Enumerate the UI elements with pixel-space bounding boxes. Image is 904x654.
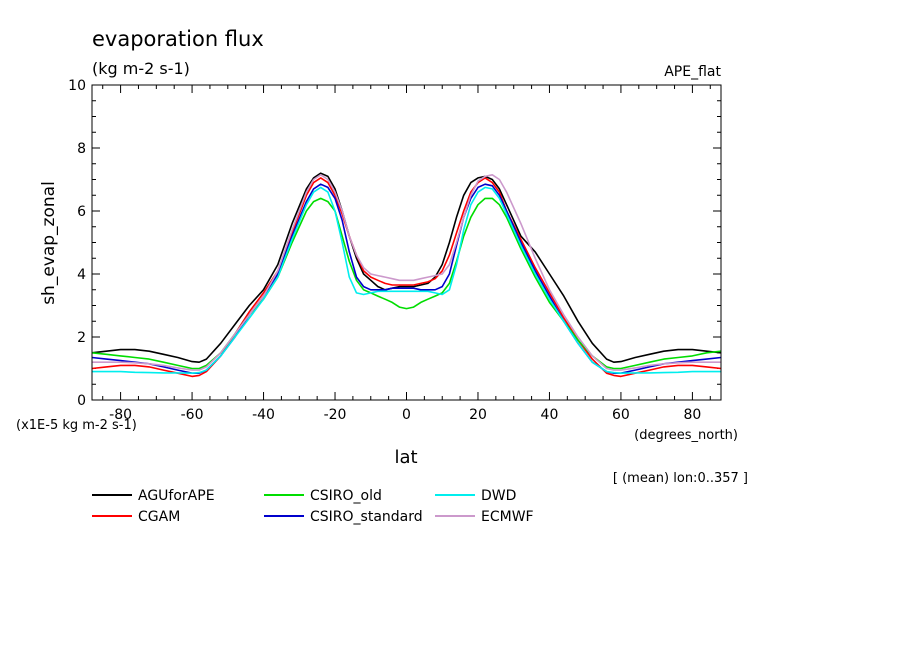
x-units-label: (degrees_north) — [634, 428, 738, 443]
series-line-CSIRO_standard — [91, 183, 722, 375]
x-tick-label: 80 — [683, 407, 701, 423]
legend-item: CSIRO_old — [264, 488, 382, 504]
series-line-AGUforAPE — [91, 172, 722, 364]
chart-title: evaporation flux — [92, 27, 264, 51]
series-line-DWD — [92, 186, 721, 375]
y-tick-label: 8 — [77, 141, 86, 157]
x-tick-label: -40 — [252, 407, 275, 423]
legend-item: CGAM — [92, 509, 180, 525]
x-tick-label: 40 — [541, 407, 559, 423]
legend-item: CSIRO_standard — [264, 509, 423, 525]
y-axis-label: sh_evap_zonal — [39, 181, 59, 305]
x-tick-label: -20 — [324, 407, 347, 423]
x-tick-label: 60 — [612, 407, 630, 423]
legend-label: CSIRO_standard — [310, 509, 423, 525]
legend-item: AGUforAPE — [92, 488, 215, 504]
y-tick-label: 4 — [77, 267, 86, 283]
legend-label: CGAM — [138, 509, 180, 525]
dataset-label: APE_flat — [664, 64, 721, 80]
x-tick-label: -80 — [109, 407, 132, 423]
legend-label: CSIRO_old — [310, 488, 382, 504]
x-tick-label: -60 — [181, 407, 204, 423]
axes: -80 -60 -40 -20 0 20 40 60 80 0 2 4 6 8 10 — [68, 78, 721, 423]
y-tick-label: 0 — [77, 393, 86, 409]
series-line-ECMWF — [92, 174, 721, 371]
legend-item: DWD — [435, 488, 516, 504]
y-tick-label: 6 — [77, 204, 86, 220]
x-tick-label: 20 — [469, 407, 487, 423]
legend-label: ECMWF — [481, 509, 534, 525]
y-tick-label: 2 — [77, 330, 86, 346]
y-scale-note: (x1E-5 kg m-2 s-1) — [16, 418, 137, 433]
legend: AGUforAPE CGAM CSIRO_old CSIRO_standard DWD E… — [92, 488, 534, 525]
legend-label: AGUforAPE — [138, 488, 215, 504]
x-tick-label: 0 — [402, 407, 411, 423]
y-tick-label: 10 — [68, 78, 86, 94]
series-line-CGAM — [91, 177, 722, 378]
averaging-note: [ (mean) lon:0..357 ] — [613, 471, 748, 486]
legend-item: ECMWF — [435, 509, 534, 525]
legend-label: DWD — [481, 488, 516, 504]
plot-frame — [91, 84, 722, 401]
series-line-CSIRO_old — [91, 197, 722, 370]
x-axis-label: lat — [394, 447, 417, 468]
series-layer — [91, 172, 722, 378]
chart-subtitle: (kg m-2 s-1) — [92, 59, 190, 78]
